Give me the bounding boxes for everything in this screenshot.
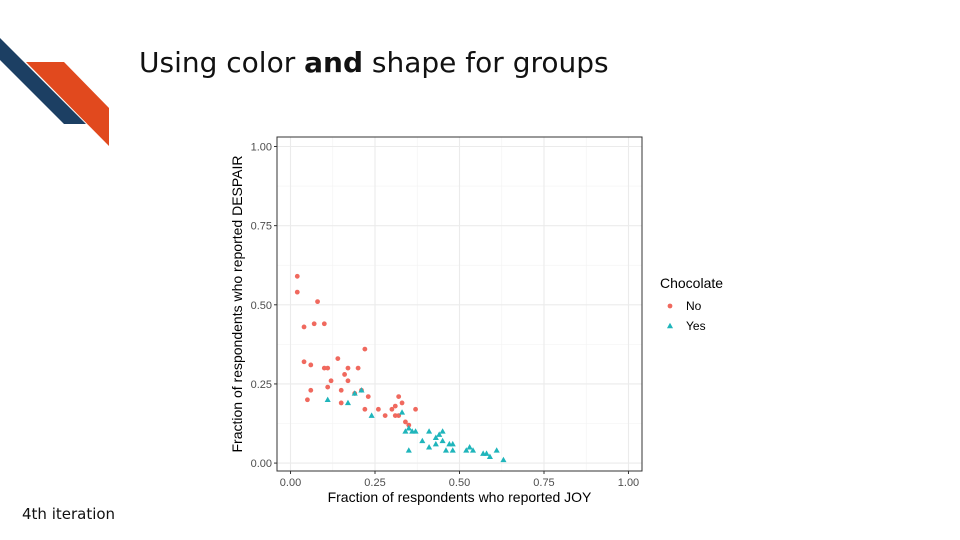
point-yes <box>419 437 426 444</box>
iteration-note: 4th iteration <box>22 505 116 523</box>
y-axis-title: Fraction of respondents who reported DES… <box>229 155 245 452</box>
point-no <box>305 397 310 403</box>
title-suffix: shape for groups <box>363 46 609 79</box>
point-no <box>345 378 351 384</box>
x-tick-label: 0.75 <box>533 477 554 489</box>
point-no <box>342 372 347 377</box>
point-no <box>308 387 314 393</box>
orange-ribbon <box>26 62 109 146</box>
point-yes <box>426 444 433 450</box>
point-no <box>335 356 341 362</box>
data-points <box>294 273 507 463</box>
point-no <box>294 289 300 295</box>
navy-ribbon <box>0 38 86 124</box>
point-yes <box>399 409 406 415</box>
point-yes <box>432 434 439 440</box>
x-tick-label: 0.25 <box>364 477 385 489</box>
point-yes <box>436 431 443 437</box>
legend: Chocolate No Yes <box>660 275 723 333</box>
point-yes <box>358 387 365 393</box>
point-yes <box>324 396 331 403</box>
point-yes <box>439 428 446 434</box>
point-no <box>345 365 351 371</box>
legend-key-no <box>667 303 673 309</box>
point-yes <box>351 390 358 396</box>
point-no <box>294 273 300 279</box>
point-yes <box>493 447 500 453</box>
point-yes <box>405 425 412 431</box>
y-tick-label: 0.50 <box>251 300 272 312</box>
point-no <box>392 403 398 409</box>
point-yes <box>449 440 456 447</box>
point-no <box>355 365 361 371</box>
point-no <box>308 362 314 368</box>
point-yes <box>500 456 507 463</box>
x-tick-label: 0.00 <box>280 477 301 489</box>
point-no <box>301 359 307 365</box>
point-no <box>396 394 402 400</box>
point-no <box>413 406 418 412</box>
legend-keys <box>666 303 674 329</box>
point-yes <box>432 440 439 447</box>
point-no <box>328 378 334 384</box>
point-no <box>403 419 408 425</box>
point-no <box>321 365 327 371</box>
point-yes <box>426 428 433 434</box>
point-yes <box>402 428 409 434</box>
axis-ticks: 0.00 0.25 0.50 0.75 1.00 0.00 0.25 0.50 0.75 1.00 <box>251 141 640 489</box>
point-yes <box>344 399 352 406</box>
point-yes <box>442 447 450 453</box>
point-yes <box>439 437 446 444</box>
point-no <box>389 406 395 412</box>
legend-label-yes: Yes <box>686 319 706 333</box>
y-tick-label: 1.00 <box>251 141 272 153</box>
point-no <box>338 387 344 393</box>
point-no <box>365 394 371 400</box>
point-yes <box>449 447 456 453</box>
point-yes <box>463 447 470 453</box>
point-no <box>325 384 331 390</box>
point-no <box>325 365 331 371</box>
x-axis-title: Fraction of respondents who reported JOY <box>328 489 592 505</box>
title-bold-word: and <box>304 46 364 79</box>
point-yes <box>368 412 375 418</box>
slide-title: Using color and shape for groups <box>139 46 609 79</box>
grid-lines <box>277 137 642 471</box>
point-yes <box>486 453 493 459</box>
point-yes <box>412 428 419 434</box>
point-no <box>321 321 327 327</box>
point-no <box>301 324 307 330</box>
point-yes <box>469 447 477 453</box>
point-yes <box>483 450 490 456</box>
x-tick-label: 1.00 <box>618 477 639 489</box>
y-tick-label: 0.25 <box>251 379 272 391</box>
legend-label-no: No <box>686 299 702 313</box>
point-no <box>311 321 317 327</box>
y-tick-label: 0.75 <box>251 221 272 233</box>
point-no <box>399 400 405 406</box>
point-no <box>362 346 368 352</box>
title-prefix: Using color <box>139 46 305 79</box>
point-no <box>338 400 344 406</box>
point-no <box>392 413 398 418</box>
point-yes <box>466 444 473 450</box>
y-tick-label: 0.00 <box>251 458 272 470</box>
point-yes <box>405 447 412 453</box>
x-tick-label: 0.50 <box>449 477 470 489</box>
point-no <box>362 406 368 412</box>
point-no <box>315 299 320 305</box>
point-no <box>382 413 388 418</box>
corner-ribbon-decoration <box>0 38 109 146</box>
legend-key-yes <box>666 322 674 329</box>
legend-title: Chocolate <box>660 275 723 291</box>
point-no <box>375 406 381 412</box>
